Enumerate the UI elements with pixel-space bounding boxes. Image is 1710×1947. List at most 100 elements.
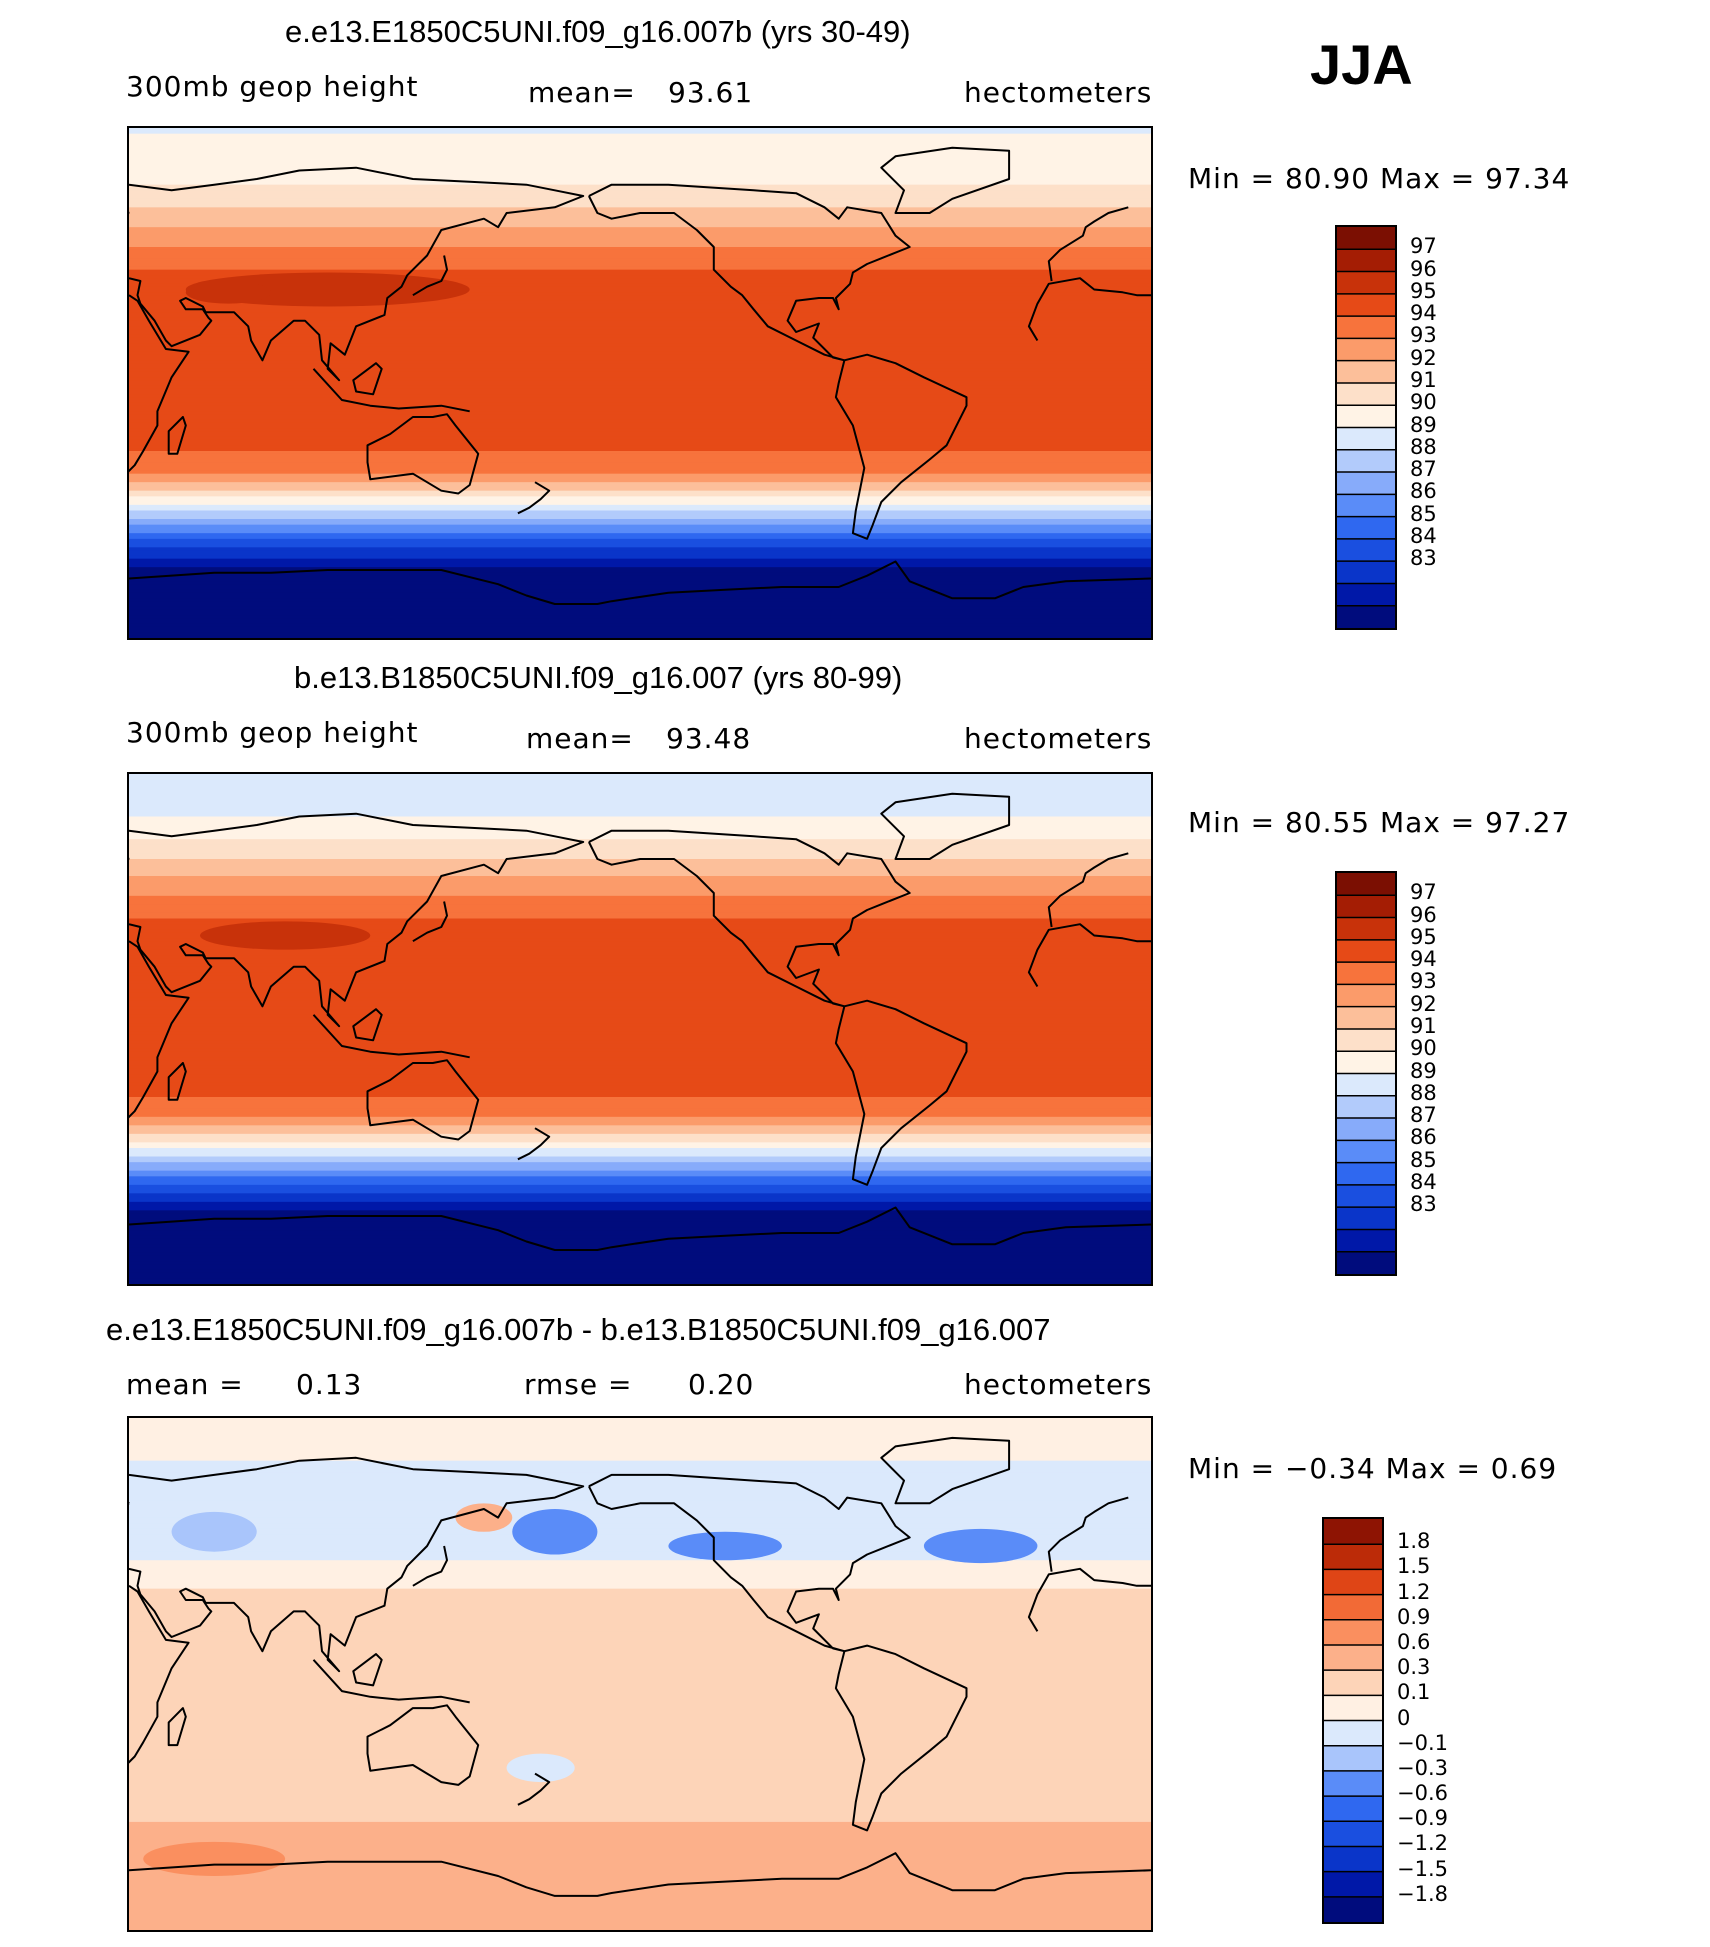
colorbar-tick-label: 87 — [1410, 1103, 1437, 1128]
contour-band — [129, 1756, 1151, 1761]
colorbar-tick-label: 1.2 — [1397, 1579, 1431, 1604]
contour-band — [129, 1199, 1151, 1203]
contour-band — [129, 1745, 1151, 1749]
colorbar-tick-label: 95 — [1410, 924, 1437, 949]
contour-band — [129, 278, 1151, 282]
contour-band — [129, 567, 1151, 571]
contour-band — [129, 1813, 1151, 1818]
colorbar-swatch — [1337, 516, 1395, 540]
contour-band — [129, 1708, 1151, 1712]
contour-band — [129, 176, 1151, 180]
contour-band — [129, 286, 1151, 291]
contour-band — [129, 1440, 1151, 1445]
contour-band — [129, 1122, 1151, 1127]
contour-band — [129, 1870, 1151, 1874]
contour-band — [129, 170, 1151, 175]
contour-band — [129, 1060, 1151, 1064]
contour-band — [129, 326, 1151, 330]
contour-band — [129, 776, 1151, 781]
contour-band — [129, 989, 1151, 993]
contour-band — [129, 490, 1151, 495]
contour-band — [129, 496, 1151, 500]
contour-band — [129, 1170, 1151, 1175]
anomaly-region — [455, 1503, 513, 1532]
contour-band — [129, 473, 1151, 478]
contour-band — [129, 1739, 1151, 1744]
contour-band — [129, 1017, 1151, 1022]
coast-north-america — [588, 183, 911, 362]
panel2-mean-label: mean= — [526, 722, 634, 755]
coast-borneo — [352, 362, 383, 396]
contour-band — [129, 1051, 1151, 1056]
contour-band — [129, 1119, 1151, 1124]
contour-band — [129, 1679, 1151, 1684]
contour-band — [129, 298, 1151, 302]
contour-band — [129, 1480, 1151, 1485]
contour-band — [129, 1614, 1151, 1618]
contour-band — [129, 793, 1151, 798]
coast-australia — [366, 1704, 480, 1786]
coast-eurasia — [129, 1456, 585, 1673]
contour-band — [129, 1594, 1151, 1598]
colorbar-tick-label: 86 — [1410, 1125, 1437, 1150]
contour-band — [129, 564, 1151, 568]
contour-band — [129, 1605, 1151, 1610]
contour-band — [129, 1506, 1151, 1510]
contour-band — [129, 836, 1151, 840]
colorbar-swatch — [1324, 1720, 1382, 1747]
contour-band — [129, 414, 1151, 418]
contour-band — [129, 544, 1151, 549]
colorbar-swatch — [1324, 1745, 1382, 1772]
contour-band — [129, 1258, 1151, 1263]
contour-band — [129, 1713, 1151, 1718]
contour-band — [129, 1046, 1151, 1050]
contour-band — [129, 1437, 1151, 1442]
contour-band — [129, 1278, 1151, 1282]
contour-band — [129, 1875, 1151, 1880]
contour-band — [129, 1099, 1151, 1104]
contour-band — [129, 380, 1151, 384]
contour-band — [129, 935, 1151, 940]
contour-band — [129, 541, 1151, 546]
contour-band — [129, 524, 1151, 529]
contour-band — [129, 570, 1151, 574]
contour-band — [129, 521, 1151, 526]
contour-band — [129, 938, 1151, 942]
contour-band — [129, 1895, 1151, 1900]
contour-band — [129, 978, 1151, 982]
contour-band — [129, 867, 1151, 872]
contour-band — [129, 1065, 1151, 1070]
contour-band — [129, 417, 1151, 421]
contour-band — [129, 1026, 1151, 1030]
contour-band — [129, 408, 1151, 413]
contour-band — [129, 1057, 1151, 1061]
contour-band — [129, 1446, 1151, 1451]
contour-band — [129, 907, 1151, 911]
panel3-units: hectometers — [964, 1368, 1153, 1401]
contour-band — [129, 1489, 1151, 1493]
coast-madagascar — [167, 416, 187, 455]
contour-band — [129, 1443, 1151, 1448]
colorbar-tick-label: 84 — [1410, 523, 1437, 548]
contour-band — [129, 553, 1151, 557]
contour-band — [129, 842, 1151, 846]
panel2-colorbar — [1335, 871, 1397, 1276]
coast-japan — [412, 901, 448, 943]
contour-band — [129, 1873, 1151, 1877]
contour-band — [129, 422, 1151, 427]
colorbar-tick-label: 93 — [1410, 969, 1437, 994]
coast-greenland — [880, 1436, 1011, 1505]
contour-band — [129, 949, 1151, 954]
contour-band — [129, 1770, 1151, 1775]
colorbar-tick-label: −0.9 — [1397, 1806, 1448, 1831]
contour-band — [129, 1710, 1151, 1715]
colorbar-swatch — [1324, 1896, 1382, 1922]
contour-band — [129, 1463, 1151, 1468]
contour-band — [129, 173, 1151, 177]
contour-band — [129, 354, 1151, 359]
colorbar-tick-label: −0.1 — [1397, 1730, 1448, 1755]
coast-africa-west — [1027, 1567, 1151, 1632]
contour-band — [129, 629, 1151, 634]
panel3-map-plot — [129, 1418, 1151, 1930]
contour-band — [129, 198, 1151, 203]
